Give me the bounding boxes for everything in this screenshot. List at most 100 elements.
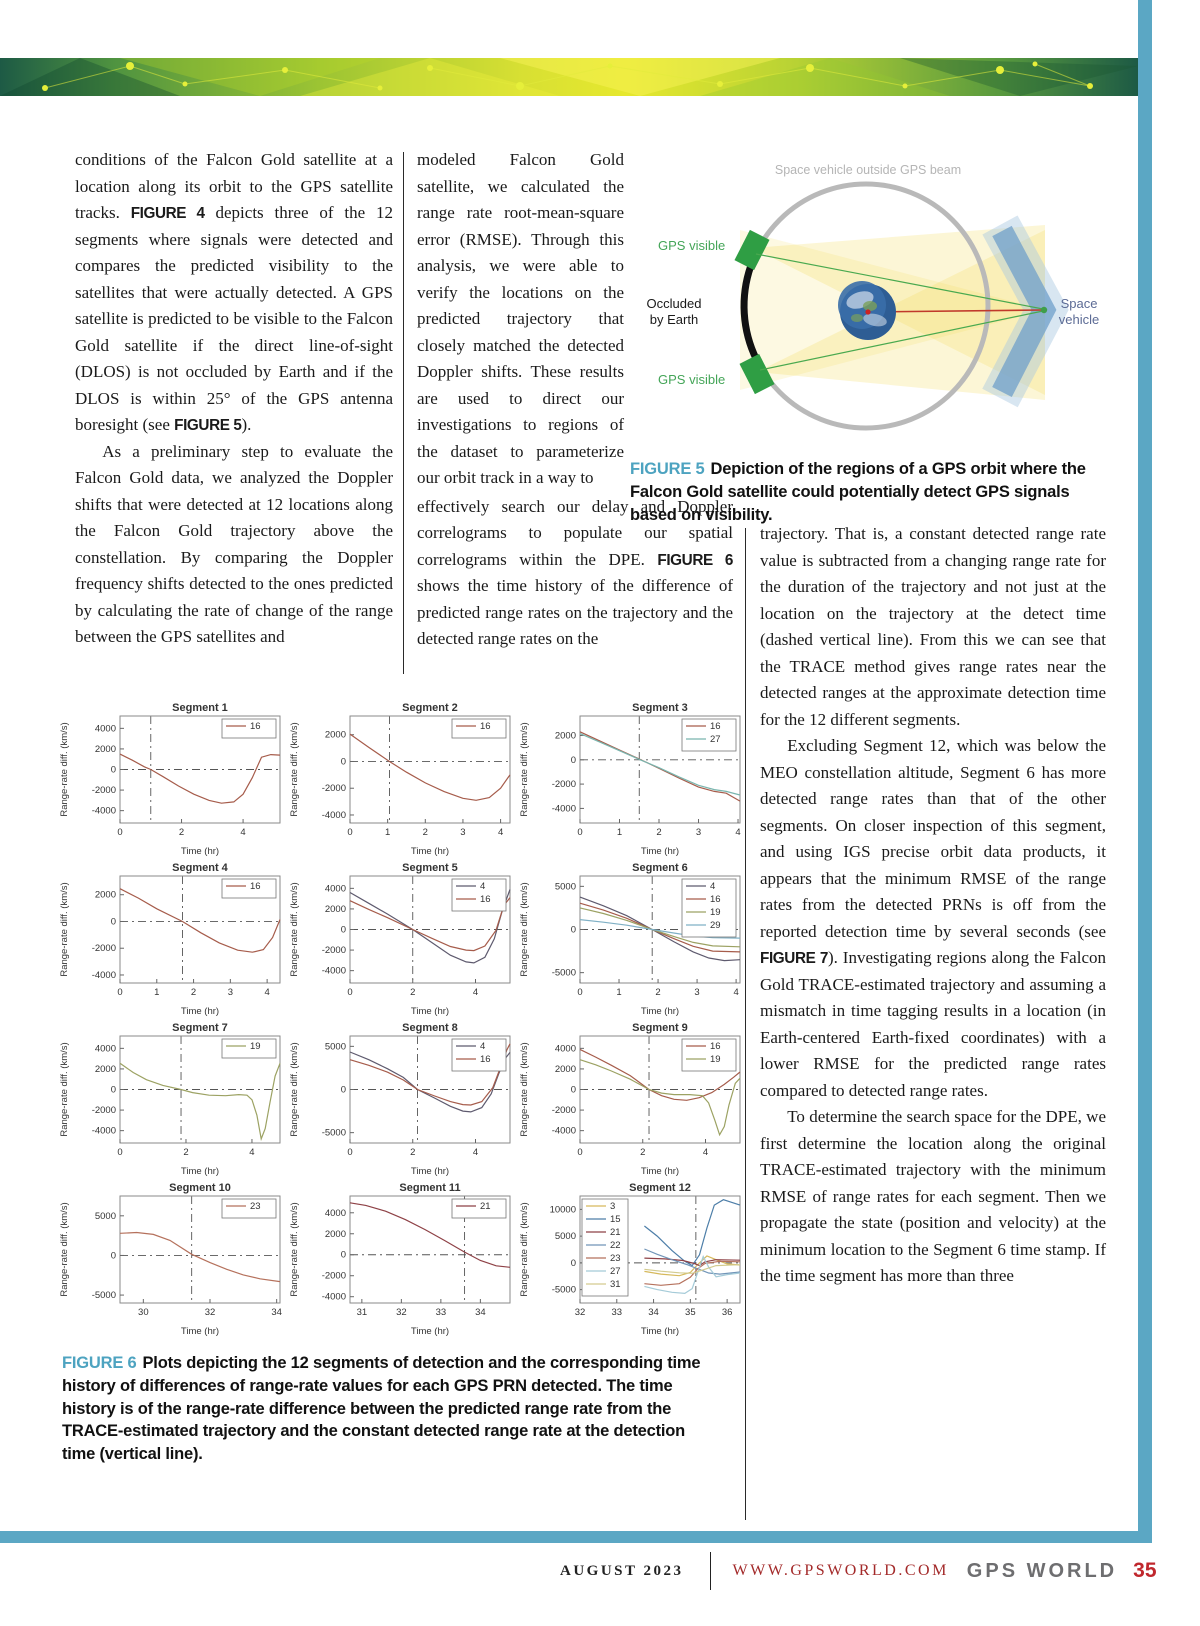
svg-text:23: 23 xyxy=(250,1201,261,1212)
svg-text:33: 33 xyxy=(611,1307,622,1318)
svg-text:3: 3 xyxy=(228,987,233,998)
svg-text:34: 34 xyxy=(271,1307,282,1318)
svg-text:16: 16 xyxy=(480,1054,491,1065)
label-gps-visible-bottom: GPS visible xyxy=(658,372,726,387)
svg-text:0: 0 xyxy=(111,916,116,927)
svg-text:1: 1 xyxy=(154,987,159,998)
figure-6-caption-label: FIGURE 6 xyxy=(62,1354,137,1372)
svg-text:21: 21 xyxy=(480,1201,491,1212)
svg-text:Segment 9: Segment 9 xyxy=(632,1022,688,1034)
svg-text:1: 1 xyxy=(617,827,622,838)
svg-text:19: 19 xyxy=(710,1054,721,1065)
footer-brand: GPS WORLD xyxy=(966,1559,1118,1582)
svg-text:-5000: -5000 xyxy=(552,968,576,979)
svg-text:3: 3 xyxy=(610,1201,615,1212)
segment-9-chart: 0 2 4 4000 2000 0 -2000 -4000 16 19 Segment 9 Time … xyxy=(516,1021,746,1181)
svg-text:Segment 1: Segment 1 xyxy=(172,702,228,714)
svg-text:0: 0 xyxy=(111,1085,116,1096)
svg-text:32: 32 xyxy=(396,1307,407,1318)
svg-text:Range-rate diff. (km/s): Range-rate diff. (km/s) xyxy=(289,722,300,816)
svg-text:16: 16 xyxy=(250,881,261,892)
svg-text:16: 16 xyxy=(710,1041,721,1052)
svg-text:2: 2 xyxy=(183,1147,188,1158)
svg-text:4: 4 xyxy=(498,827,503,838)
svg-text:4000: 4000 xyxy=(95,1043,116,1054)
svg-text:-4000: -4000 xyxy=(92,806,116,817)
svg-text:4: 4 xyxy=(480,1041,485,1052)
svg-text:5000: 5000 xyxy=(555,1231,576,1242)
svg-text:16: 16 xyxy=(710,721,721,732)
svg-text:-2000: -2000 xyxy=(552,779,576,790)
segment-12-chart: 32 33 34 35 36 10000 5000 0 -5000 3 15 21 22 23 27 31 Se… xyxy=(516,1181,746,1341)
svg-text:19: 19 xyxy=(250,1041,261,1052)
svg-text:-2000: -2000 xyxy=(92,943,116,954)
segment-2-chart: 0 1 2 3 4 2000 0 -2000 -4000 16 Segment 2 Time (hr)… xyxy=(286,701,516,861)
svg-text:27: 27 xyxy=(710,734,721,745)
svg-text:0: 0 xyxy=(577,987,582,998)
svg-text:5000: 5000 xyxy=(95,1211,116,1222)
svg-text:Segment 7: Segment 7 xyxy=(172,1022,228,1034)
svg-text:-2000: -2000 xyxy=(92,785,116,796)
svg-text:Segment 10: Segment 10 xyxy=(169,1182,231,1194)
svg-text:4000: 4000 xyxy=(555,1043,576,1054)
footer-page-number: 35 xyxy=(1133,1559,1157,1582)
label-gps-visible-top: GPS visible xyxy=(658,238,726,253)
svg-text:Time (hr): Time (hr) xyxy=(641,1326,679,1337)
svg-text:2: 2 xyxy=(655,987,660,998)
svg-text:33: 33 xyxy=(436,1307,447,1318)
header-decorative-band xyxy=(0,58,1138,96)
svg-text:4: 4 xyxy=(703,1147,708,1158)
paragraph: Excluding Segment 12, which was below th… xyxy=(760,736,1106,1100)
svg-text:Range-rate diff. (km/s): Range-rate diff. (km/s) xyxy=(59,1202,70,1296)
svg-text:16: 16 xyxy=(250,721,261,732)
svg-text:1: 1 xyxy=(616,987,621,998)
svg-text:1: 1 xyxy=(385,827,390,838)
svg-text:-5000: -5000 xyxy=(552,1285,576,1296)
svg-text:3: 3 xyxy=(694,987,699,998)
svg-text:2: 2 xyxy=(410,987,415,998)
segment-8-chart: 0 2 4 5000 0 -5000 4 16 Segment 8 Time (hr) Range-… xyxy=(286,1021,516,1181)
segment-3-chart: 0 1 2 3 4 2000 0 -2000 -4000 16 27 Segment 3 Time (h… xyxy=(516,701,746,861)
segment-11-chart: 31 32 33 34 4000 2000 0 -2000 -4000 21 Segment 11 T… xyxy=(286,1181,516,1341)
svg-text:-4000: -4000 xyxy=(552,1126,576,1137)
figure-5-caption: FIGURE 5 Depiction of the regions of a GP… xyxy=(630,458,1106,526)
svg-text:4: 4 xyxy=(480,881,485,892)
svg-text:Time (hr): Time (hr) xyxy=(181,1006,219,1017)
svg-text:0: 0 xyxy=(347,1147,352,1158)
network-pattern xyxy=(0,58,1138,96)
svg-text:0: 0 xyxy=(111,765,116,776)
svg-text:Segment 6: Segment 6 xyxy=(632,862,688,874)
svg-text:Segment 11: Segment 11 xyxy=(399,1182,460,1194)
svg-text:2000: 2000 xyxy=(95,890,116,901)
label-space-vehicle-line2: vehicle xyxy=(1058,312,1100,328)
svg-text:2000: 2000 xyxy=(95,1064,116,1075)
svg-text:Segment 5: Segment 5 xyxy=(402,862,458,874)
svg-text:-5000: -5000 xyxy=(92,1290,116,1301)
svg-text:4: 4 xyxy=(733,987,738,998)
svg-text:Segment 12: Segment 12 xyxy=(629,1182,691,1194)
svg-text:4000: 4000 xyxy=(95,723,116,734)
svg-text:4: 4 xyxy=(710,881,715,892)
figure-5-caption-text: Depiction of the regions of a GPS orbit … xyxy=(630,460,1086,524)
svg-text:Range-rate diff. (km/s): Range-rate diff. (km/s) xyxy=(519,1202,530,1296)
svg-text:29: 29 xyxy=(710,920,721,931)
article-column-2: modeled Falcon Gold satellite, we calcul… xyxy=(417,147,733,653)
svg-text:Range-rate diff. (km/s): Range-rate diff. (km/s) xyxy=(59,722,70,816)
svg-text:5000: 5000 xyxy=(325,1041,346,1052)
svg-text:32: 32 xyxy=(575,1307,586,1318)
svg-text:4: 4 xyxy=(735,827,740,838)
svg-text:36: 36 xyxy=(722,1307,733,1318)
svg-text:Time (hr): Time (hr) xyxy=(181,1166,219,1177)
svg-text:Segment 3: Segment 3 xyxy=(632,702,688,714)
svg-text:2000: 2000 xyxy=(95,744,116,755)
svg-text:4: 4 xyxy=(249,1147,254,1158)
svg-text:0: 0 xyxy=(571,925,576,936)
page-edge-bottom-bar xyxy=(0,1531,1152,1543)
segment-6-chart: 0 1 2 3 4 5000 0 -5000 4 16 19 29 Segment 6 Time (hr)… xyxy=(516,861,746,1021)
label-space-vehicle-outside-beam: Space vehicle outside GPS beam xyxy=(774,163,962,177)
svg-text:2000: 2000 xyxy=(325,730,346,741)
column-divider-2 xyxy=(745,528,746,1520)
svg-text:0: 0 xyxy=(347,827,352,838)
paragraph: To determine the search space for the DP… xyxy=(760,1107,1106,1286)
